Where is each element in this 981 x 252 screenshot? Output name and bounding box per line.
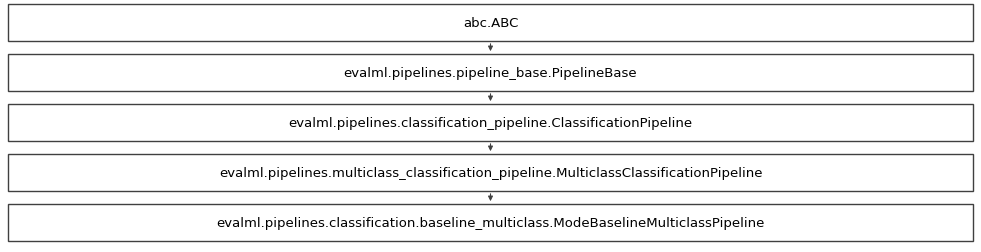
Text: evalml.pipelines.classification.baseline_multiclass.ModeBaselineMulticlassPipeli: evalml.pipelines.classification.baseline…	[217, 216, 764, 229]
Text: evalml.pipelines.multiclass_classification_pipeline.MulticlassClassificationPipe: evalml.pipelines.multiclass_classificati…	[219, 166, 762, 179]
Text: abc.ABC: abc.ABC	[463, 17, 518, 30]
Text: evalml.pipelines.classification_pipeline.ClassificationPipeline: evalml.pipelines.classification_pipeline…	[288, 116, 693, 130]
Bar	[8, 154, 973, 191]
Bar	[8, 5, 973, 42]
Bar	[8, 105, 973, 141]
Bar	[8, 55, 973, 92]
Text: evalml.pipelines.pipeline_base.PipelineBase: evalml.pipelines.pipeline_base.PipelineB…	[343, 67, 638, 80]
Bar	[8, 204, 973, 241]
